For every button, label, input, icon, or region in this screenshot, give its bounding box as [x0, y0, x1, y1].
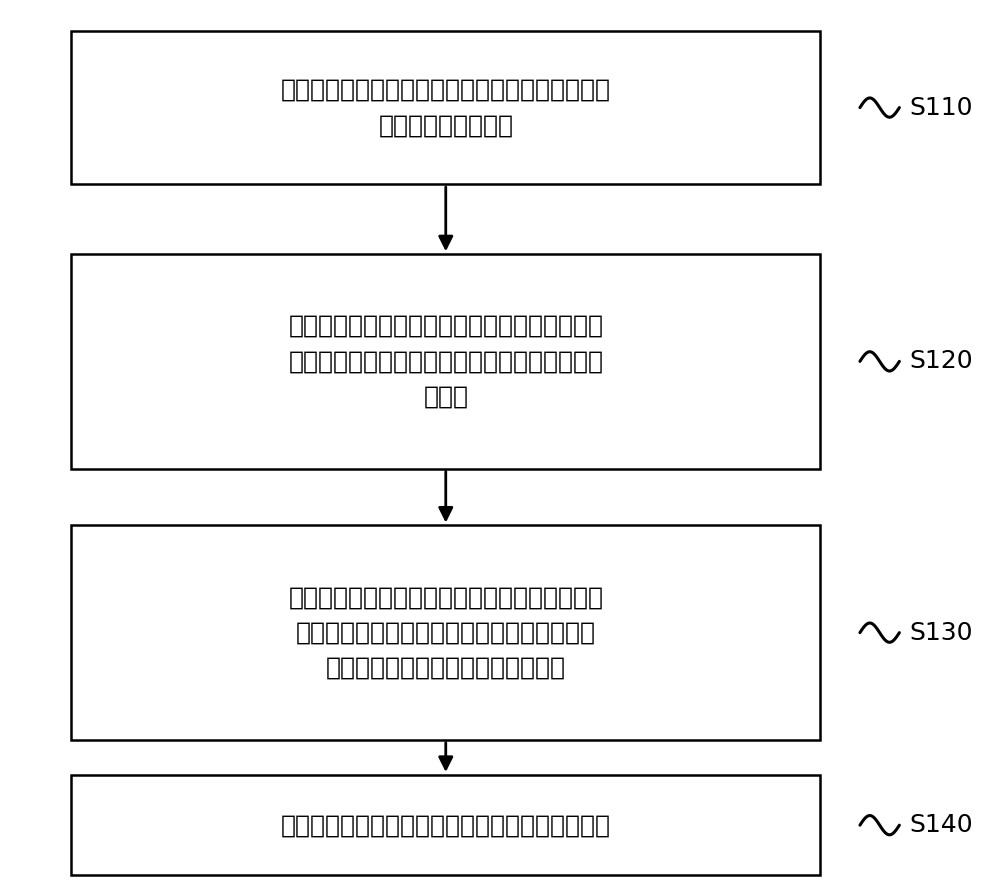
Text: 根据用电类别属性标签确定用户的用电价格，获取
用户的当前电费余额: 根据用电类别属性标签确定用户的用电价格，获取 用户的当前电费余额 [281, 78, 611, 137]
Text: S110: S110 [909, 96, 973, 120]
Text: S130: S130 [909, 621, 973, 645]
FancyBboxPatch shape [71, 31, 820, 184]
FancyBboxPatch shape [71, 254, 820, 469]
Text: S120: S120 [909, 349, 973, 373]
Text: 基于所述用户用电价格、当前电费余额以及预测
用电量确定当前电费余额可用的单位周期数，
并将所述单位周期数进行标签化标记: 基于所述用户用电价格、当前电费余额以及预测 用电量确定当前电费余额可用的单位周期… [288, 585, 603, 680]
FancyBboxPatch shape [71, 525, 820, 740]
FancyBboxPatch shape [71, 775, 820, 876]
Text: 根据标记后的所述单位周期数对电费余额进行管理: 根据标记后的所述单位周期数对电费余额进行管理 [281, 813, 611, 837]
Text: 基于用电信息、当前季节信息以及天气预报信息
获取用户在未来设定时长内每个单位周期的预测
用电量: 基于用电信息、当前季节信息以及天气预报信息 获取用户在未来设定时长内每个单位周期… [288, 314, 603, 409]
Text: S140: S140 [909, 813, 973, 837]
